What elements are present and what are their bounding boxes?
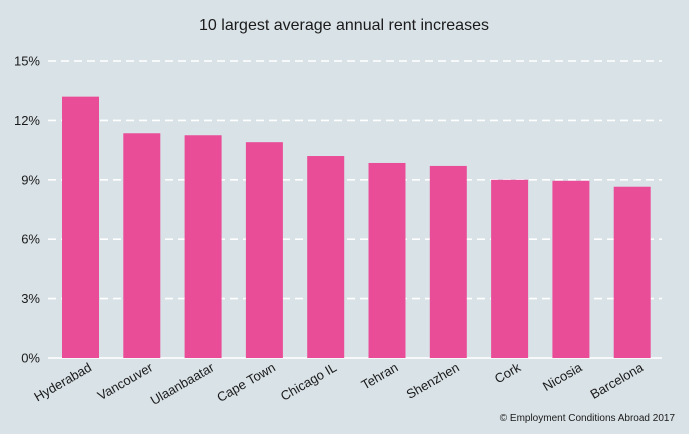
x-category-label-2: Ulaanbaatar — [148, 359, 217, 408]
y-tick-label-4: 12% — [14, 113, 40, 128]
bar-vancouver — [123, 133, 161, 358]
x-category-label-9: Barcelona — [587, 359, 646, 402]
y-tick-label-2: 6% — [21, 232, 40, 247]
y-tick-label-0: 0% — [21, 351, 40, 366]
bar-tehran — [368, 162, 406, 358]
credit-text: © Employment Conditions Abroad 2017 — [500, 413, 676, 424]
x-category-label-7: Cork — [492, 359, 524, 386]
bar-cork — [491, 179, 529, 358]
bar-chicago-il — [307, 156, 345, 358]
bar-nicosia — [552, 180, 590, 358]
y-tick-label-1: 3% — [21, 291, 40, 306]
bar-hyderabad — [62, 96, 99, 358]
y-axis-ticks: 0% 3% 6% 9% 12% 15% — [14, 54, 40, 366]
x-category-label-5: Tehran — [359, 360, 401, 393]
x-category-label-1: Vancouver — [95, 359, 156, 403]
bar-layer — [62, 96, 651, 358]
bar-cape-town — [245, 142, 283, 358]
y-tick-label-3: 9% — [21, 172, 40, 187]
x-category-label-6: Shenzhen — [404, 360, 462, 402]
x-category-label-8: Nicosia — [540, 359, 585, 394]
bar-shenzhen — [429, 165, 467, 358]
bar-barcelona — [613, 186, 651, 358]
x-category-label-3: Cape Town — [214, 360, 278, 405]
x-category-label-0: Hyderabad — [31, 360, 94, 405]
chart-title: 10 largest average annual rent increases — [199, 17, 489, 34]
y-tick-label-5: 15% — [14, 54, 40, 69]
x-category-label-4: Chicago IL — [278, 360, 339, 404]
bar-ulaanbaatar — [184, 135, 222, 358]
